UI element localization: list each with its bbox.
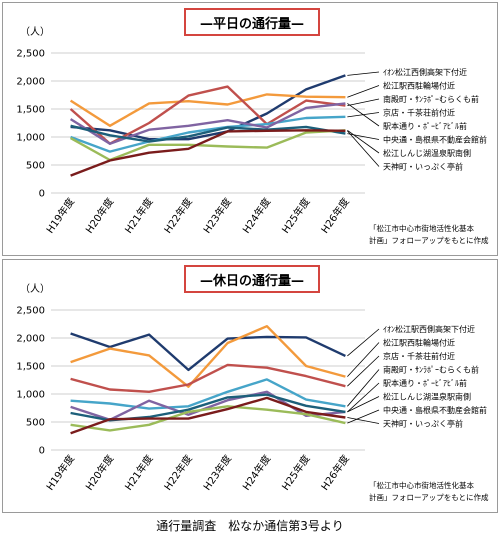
weekday-legend-leader (347, 103, 380, 127)
weekday-x-tick-label: H25年度 (279, 195, 313, 235)
holiday-legend-leader (347, 409, 380, 424)
weekday-series-line-2 (69, 93, 346, 128)
weekday-legend-leader (347, 133, 380, 140)
holiday-legend-leader (347, 417, 380, 424)
holiday-y-tick-label: 2,000 (16, 334, 45, 345)
weekday-y-tick-label: 1,500 (16, 105, 45, 116)
holiday-traffic-chart: —休日の通行量— （人） 0 500 1,000 1,500 2,000 2,500 H19年度… (16, 265, 489, 502)
holiday-series-line-7 (70, 405, 346, 432)
holiday-y-tick-label: 1,500 (16, 362, 45, 373)
holiday-y-tick-label: 500 (26, 418, 45, 429)
weekday-y-tick-label: 2,500 (16, 49, 45, 60)
holiday-legend-label: 京店・千茶荘前付近 (383, 351, 455, 361)
weekday-title-box (184, 8, 320, 36)
weekday-traffic-panel: —平日の通行量— （人） 0 500 1,000 1,500 2,000 2,500 H19年度… (2, 2, 498, 256)
weekday-x-tick-label: H22年度 (161, 195, 195, 235)
weekday-series-line-6 (70, 124, 346, 143)
holiday-x-tick-label: H24年度 (240, 452, 274, 492)
holiday-x-tick-label: H25年度 (279, 452, 313, 492)
weekday-y-tick-label: 500 (26, 161, 45, 172)
weekday-source-note: 計画」フォローアップをもとに作成 (369, 235, 489, 245)
weekday-legend-label: 中央通・島根県不動産会館前 (383, 135, 487, 145)
holiday-x-tick-label: H20年度 (83, 452, 117, 492)
weekday-series-line-1 (70, 74, 346, 141)
holiday-legend-leader (347, 328, 380, 357)
holiday-source-note: 計画」フォローアップをもとに作成 (369, 492, 489, 502)
holiday-traffic-panel: —休日の通行量— （人） 0 500 1,000 1,500 2,000 2,500 H19年度… (2, 259, 498, 513)
holiday-series-line-3 (70, 363, 346, 394)
holiday-x-tick-label: H19年度 (43, 452, 77, 492)
holiday-legend-leader (347, 342, 380, 377)
weekday-x-tick-label: H26年度 (318, 195, 352, 235)
weekday-traffic-chart: —平日の通行量— （人） 0 500 1,000 1,500 2,000 2,500 H19年度… (16, 8, 489, 245)
weekday-legend-label: 松江駅西駐輪場付近 (383, 81, 455, 91)
holiday-source-note: 「松江市中心市街地活性化基本 (369, 480, 474, 490)
holiday-legend-leader (347, 382, 380, 413)
weekday-y-tick-label: 0 (39, 189, 45, 200)
weekday-legend-leader (347, 130, 380, 167)
weekday-x-tick-label: H20年度 (83, 195, 117, 235)
weekday-legend-label: 南殿町・ｻﾝﾗﾎﾟｰむらくも前 (383, 94, 479, 104)
holiday-title-box (184, 265, 320, 293)
holiday-legend-leader (347, 396, 380, 413)
weekday-x-tick-label: H19年度 (43, 195, 77, 235)
holiday-legend-label: 南殿町・ｻﾝﾗﾎﾟｰむらくも前 (383, 365, 479, 375)
holiday-x-tick-label: H23年度 (200, 452, 234, 492)
holiday-x-tick-label: H26年度 (318, 452, 352, 492)
weekday-source-note: 「松江市中心市街地活性化基本 (369, 223, 474, 233)
holiday-y-tick-label: 1,000 (16, 390, 45, 401)
holiday-series-line-4 (70, 378, 346, 410)
holiday-legend-label: ｲｵﾝ松江駅西側高架下付近 (383, 324, 475, 334)
holiday-x-tick-label: H22年度 (161, 452, 195, 492)
weekday-y-unit-label: （人） (20, 26, 50, 38)
holiday-series-line-5 (70, 390, 346, 422)
holiday-legend-label: 松江駅西駐輪場付近 (383, 338, 455, 348)
holiday-legend-leader (347, 355, 380, 387)
holiday-series-line-1 (70, 332, 346, 372)
weekday-legend-label: ｲｵﾝ松江西側高架下付近 (383, 67, 467, 77)
weekday-chart-title: —平日の通行量— (200, 16, 304, 32)
weekday-x-tick-label: H23年度 (200, 195, 234, 235)
weekday-legend-leader (347, 85, 380, 98)
weekday-y-tick-label: 1,000 (16, 133, 45, 144)
weekday-series-line-4 (70, 115, 346, 153)
holiday-y-tick-label: 2,500 (16, 306, 45, 317)
weekday-legend-label: 駅本通り・ﾎﾟｰﾋﾞｱﾋﾞﾙ前 (383, 121, 467, 131)
source-caption: 通行量調査 松なか通信第3号より (156, 519, 344, 533)
weekday-x-tick-label: H21年度 (122, 195, 156, 235)
weekday-legend-leader (347, 71, 380, 76)
holiday-chart-title: —休日の通行量— (200, 273, 304, 289)
holiday-series-line-2 (70, 324, 346, 388)
weekday-legend-label: 京店・千茶荘前付近 (383, 108, 455, 118)
holiday-series-line-8 (70, 396, 346, 435)
holiday-legend-label: 松江しんじ湖温泉駅南側 (383, 392, 471, 402)
weekday-x-tick-label: H24年度 (240, 195, 274, 235)
holiday-x-tick-label: H21年度 (122, 452, 156, 492)
weekday-y-tick-label: 2,000 (16, 77, 45, 88)
weekday-legend-label: 天神町・いっぷく亭前 (383, 162, 463, 172)
weekday-series-line-8 (70, 129, 346, 177)
weekday-legend-label: 松江しんじ湖温泉駅南側 (383, 148, 471, 158)
weekday-series-line-5 (69, 102, 346, 145)
weekday-legend-leader (347, 98, 380, 107)
holiday-y-unit-label: （人） (20, 283, 50, 295)
holiday-legend-label: 中央通・島根県不動産会館前 (383, 405, 487, 415)
weekday-series-line-7 (70, 129, 346, 162)
holiday-legend-label: 駅本通り・ﾎﾟｰﾋﾞｱﾋﾞﾙ前 (383, 378, 467, 388)
holiday-y-tick-label: 0 (39, 446, 45, 457)
holiday-legend-label: 天神町・いっぷく亭前 (383, 419, 463, 429)
weekday-legend-leader (347, 129, 380, 154)
holiday-legend-leader (347, 369, 380, 407)
